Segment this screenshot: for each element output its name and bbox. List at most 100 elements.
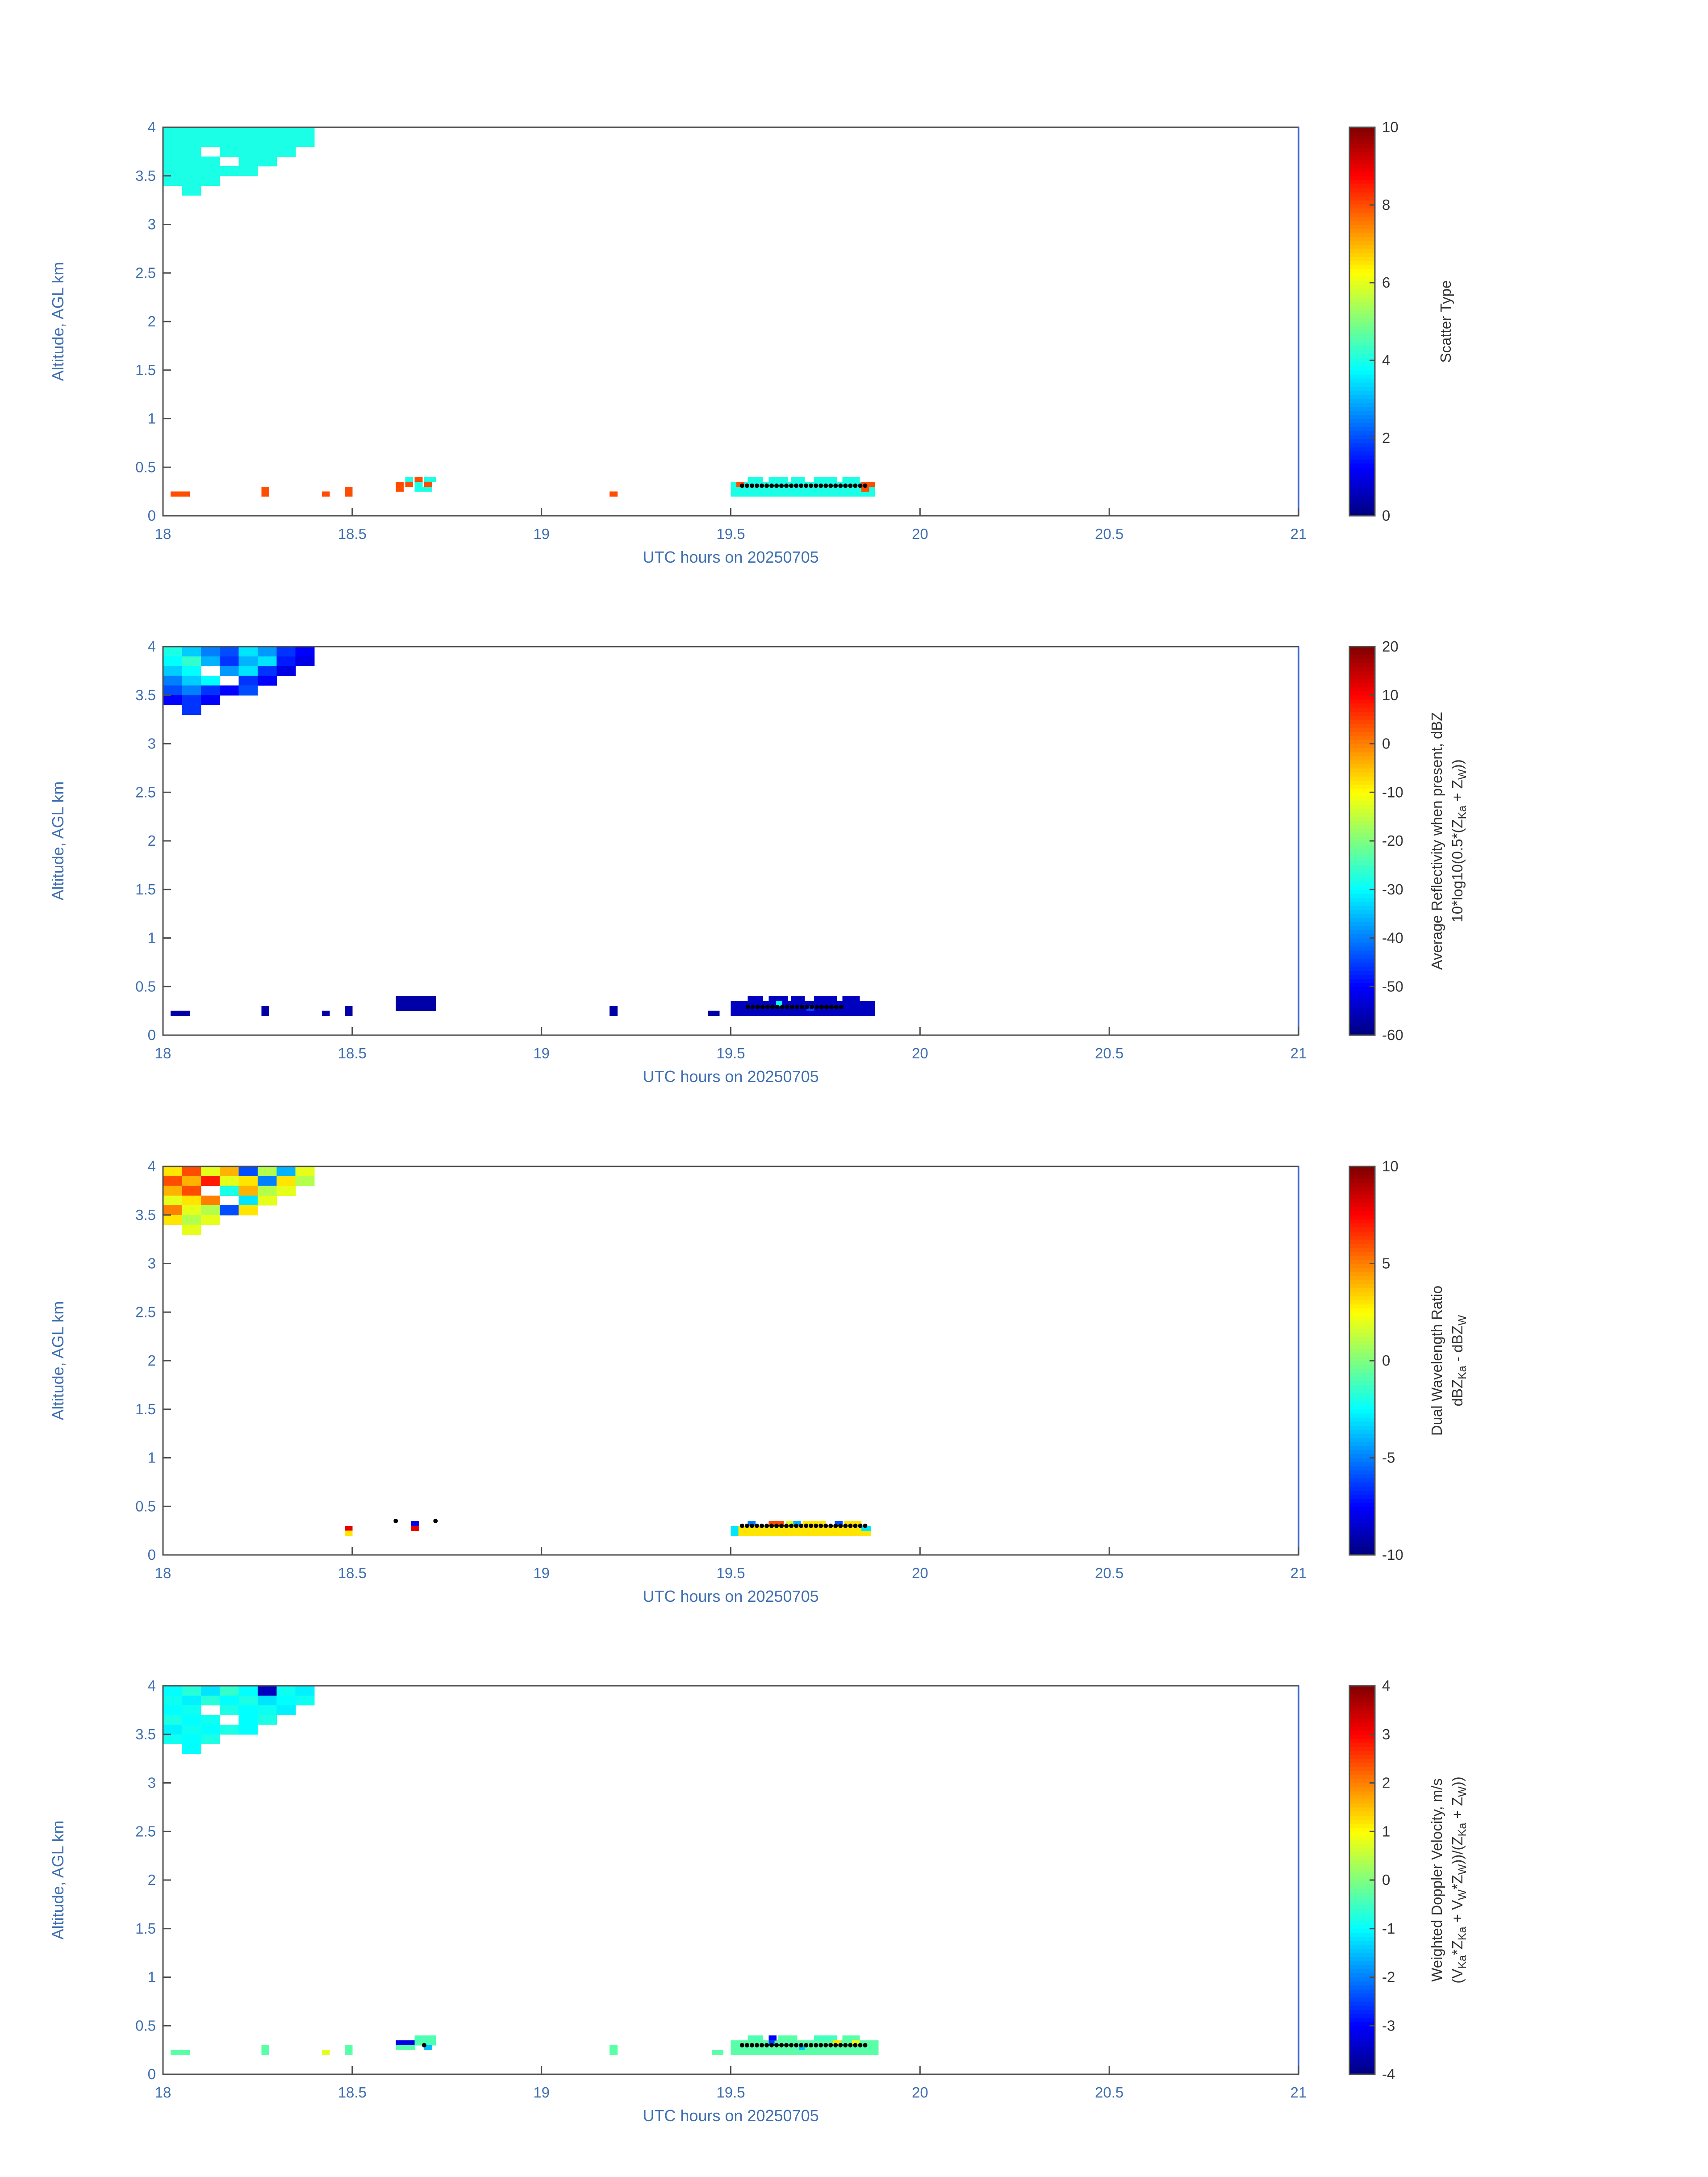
colorbar-strip [1349, 240, 1375, 245]
colorbar-strip [1349, 1369, 1375, 1373]
colorbar-strip [1349, 752, 1375, 756]
colorbar-strip [1349, 1304, 1375, 1308]
colorbar-tick-label: 5 [1382, 1255, 1390, 1272]
colorbar-strip [1349, 131, 1375, 136]
x-tick-labels: 18 18.5 19 19.5 20 20.5 21 [155, 508, 1307, 542]
colorbar-label-line: (VKa*ZKa + VW*ZW))/(ZKa + ZW)) [1449, 1776, 1469, 1983]
heatmap-cell [200, 127, 220, 138]
colorbar-strip [1349, 1446, 1375, 1450]
colorbar-strip [1349, 313, 1375, 318]
colorbar-strip [1349, 1183, 1375, 1187]
colorbar-strip [1349, 232, 1375, 237]
sounding-dot [784, 2043, 789, 2047]
colorbar-strip [1349, 663, 1375, 668]
heatmap-cell [295, 656, 315, 667]
sounding-dot [833, 483, 838, 488]
heatmap-cell [182, 1725, 201, 1735]
colorbar-strip [1349, 954, 1375, 959]
colorbar-tick-label: 0 [1382, 735, 1390, 752]
sounding-dot [804, 2043, 809, 2047]
panel-2-average-reflectivity: 18 18.5 19 19.5 20 20.5 21 0 0.5 1 1.5 2 2.5 3 3.5 4 UTC… [49, 638, 1469, 1086]
colorbar-strip [1349, 1263, 1375, 1268]
colorbar-tick-label: -30 [1382, 881, 1403, 898]
heatmap-cell [220, 1686, 239, 1696]
colorbar-strip [1349, 301, 1375, 306]
heatmap-cell [200, 1686, 220, 1696]
colorbar-tick-label: -5 [1382, 1450, 1395, 1466]
heatmap-cell [414, 486, 432, 492]
colorbar-strip [1349, 398, 1375, 403]
colorbar-strip [1349, 711, 1375, 716]
colorbar-strip [1349, 406, 1375, 411]
heatmap-cell [344, 1530, 353, 1536]
y-tick-label: 1 [148, 1450, 156, 1466]
heatmap-cell [814, 477, 837, 482]
colorbar-strip [1349, 824, 1375, 829]
heatmap-cell [610, 491, 618, 497]
colorbar-strip [1349, 1835, 1375, 1840]
colorbar-strip [1349, 414, 1375, 419]
colorbar-strip [1349, 946, 1375, 951]
colorbar-strip [1349, 1722, 1375, 1727]
colorbar-tick-label: 10 [1382, 687, 1399, 703]
colorbar-strip [1349, 679, 1375, 684]
heatmap-cell [182, 1715, 201, 1725]
colorbar: -60 -50 -40 -30 -20 -10 0 10 20 Average Reflectiv… [1349, 638, 1469, 1043]
colorbar-strip [1349, 687, 1375, 692]
colorbar-strip [1349, 2042, 1375, 2047]
heatmap-cell [276, 647, 296, 657]
y-tick-label: 4 [148, 638, 156, 655]
colorbar-strip [1349, 467, 1375, 472]
sounding-dot [809, 483, 814, 488]
colorbar-strip [1349, 1742, 1375, 1747]
colorbar-strip [1349, 958, 1375, 963]
colorbar-tick-label: 20 [1382, 638, 1399, 655]
colorbar-strip [1349, 982, 1375, 987]
colorbar-strip [1349, 180, 1375, 184]
colorbar-strip [1349, 163, 1375, 168]
x-tick-label: 18.5 [338, 1045, 367, 1061]
colorbar-strip [1349, 362, 1375, 367]
heatmap-cell [799, 2045, 805, 2051]
colorbar-strip [1349, 1542, 1375, 1547]
colorbar-strip [1349, 1884, 1375, 1889]
colorbar-strip [1349, 671, 1375, 676]
heatmap-cell [414, 2035, 436, 2046]
colorbar-strip [1349, 865, 1375, 870]
heatmap-cell [738, 1525, 871, 1536]
x-axis-label: UTC hours on 20250705 [643, 2106, 819, 2125]
sounding-dot [794, 2043, 799, 2047]
y-tick-label: 1 [148, 410, 156, 427]
heatmap-cell [200, 166, 220, 176]
colorbar-strip [1349, 1219, 1375, 1224]
sounding-dot [819, 1523, 823, 1528]
sounding-dot [799, 1004, 804, 1009]
heatmap-cell [200, 156, 220, 167]
heatmap-cell [276, 1186, 296, 1196]
colorbar-tick-label: -4 [1382, 2066, 1395, 2082]
colorbar-strip [1349, 845, 1375, 849]
heatmap-cell [182, 1186, 201, 1196]
heatmap-cell [163, 1176, 182, 1187]
heatmap-cell [861, 481, 875, 487]
colorbar-strip [1349, 816, 1375, 821]
colorbar-strip [1349, 1815, 1375, 1820]
colorbar-tick-label: 6 [1382, 274, 1390, 291]
colorbar-strip [1349, 1864, 1375, 1868]
heatmap-cell [802, 1521, 826, 1526]
colorbar-strip [1349, 228, 1375, 233]
colorbar-strip [1349, 273, 1375, 278]
heatmap-cell [200, 647, 220, 657]
colorbar-strip [1349, 2026, 1375, 2031]
y-tick-labels: 0 0.5 1 1.5 2 2.5 3 3.5 4 [135, 119, 171, 524]
colorbar-strip [1349, 1965, 1375, 1970]
colorbar: -10 -5 0 5 10 Dual Wavelength Ratio dBZKa - dB… [1349, 1158, 1469, 1563]
colorbar-strip [1349, 269, 1375, 274]
colorbar-strip [1349, 171, 1375, 176]
heatmap-cell [238, 1166, 258, 1177]
colorbar-strip [1349, 1803, 1375, 1808]
heatmap-cells [163, 1686, 879, 2056]
heatmap-cell [182, 137, 201, 147]
heatmap-cell [163, 1166, 182, 1177]
colorbar-strip [1349, 715, 1375, 720]
